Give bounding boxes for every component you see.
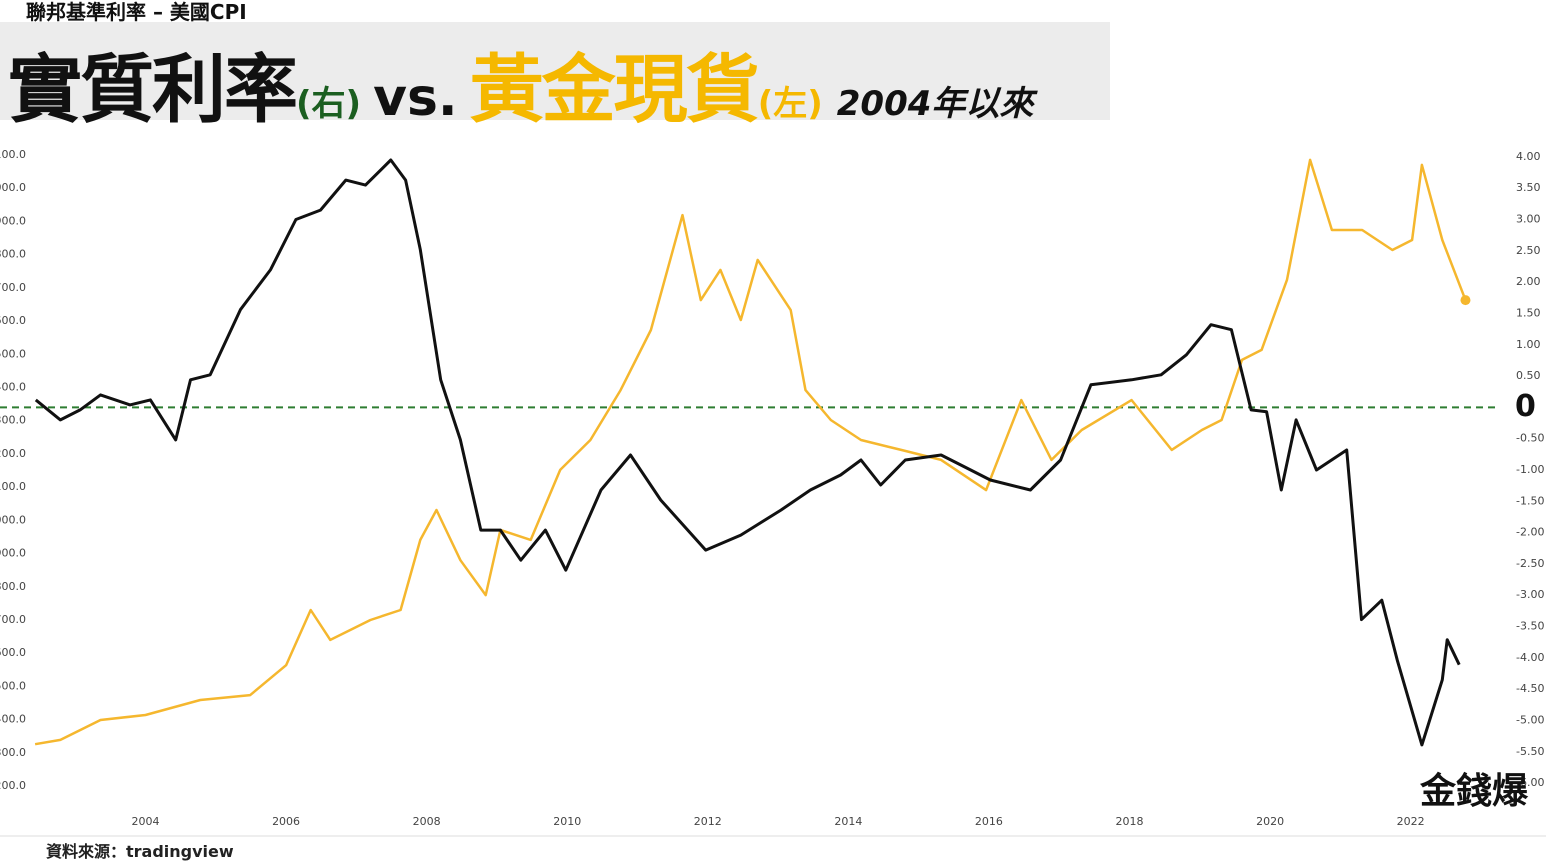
y2-tick-label: -0.50: [1516, 432, 1544, 445]
y2-tick-label: 3.00: [1516, 213, 1541, 226]
y2-tick-label: -1.50: [1516, 494, 1544, 507]
y2-tick-label: -5.50: [1516, 745, 1544, 758]
y2-tick-label: -5.00: [1516, 713, 1544, 726]
title-b: 黃金現貨: [469, 47, 760, 133]
y2-tick-label: -3.50: [1516, 620, 1544, 633]
y-tick-label: 900.0: [0, 547, 26, 560]
y-tick-label: 300.0: [0, 746, 26, 759]
y-tick-label: 1200.0: [0, 447, 26, 460]
logo: 金錢爆: [1420, 770, 1529, 812]
y-tick-label: 1900.0: [0, 214, 26, 227]
y-tick-label: 400.0: [0, 713, 26, 726]
y2-tick-label: 1.00: [1516, 338, 1541, 351]
title: 實質利率(右) vs. 黃金現貨(左) 2004年以來: [8, 30, 1033, 137]
y-tick-label: 2100.0: [0, 148, 26, 161]
y2-tick-label: 2.50: [1516, 244, 1541, 257]
title-a: 實質利率: [8, 47, 298, 133]
title-band: [0, 22, 1110, 120]
series-line: [34, 158, 1467, 746]
y-tick-label: 1400.0: [0, 380, 26, 393]
y-tick-label: 1500.0: [0, 347, 26, 360]
x-tick-label: 2018: [1116, 815, 1144, 828]
y-tick-label: 500.0: [0, 679, 26, 692]
y-tick-label: 800.0: [0, 580, 26, 593]
x-tick-label: 2010: [553, 815, 581, 828]
y-tick-label: 1700.0: [0, 281, 26, 294]
x-tick-label: 2004: [131, 815, 159, 828]
y2-tick-label: 1.50: [1516, 306, 1541, 319]
subtitle: 聯邦基準利率 – 美國CPI: [26, 0, 247, 24]
title-b-note: (左): [757, 84, 823, 124]
x-tick-label: 2006: [272, 815, 300, 828]
source: 資料來源：tradingview: [46, 842, 234, 861]
y2-tick-label: 0.50: [1516, 369, 1541, 382]
x-tick-label: 2016: [975, 815, 1003, 828]
x-tick-label: 2020: [1256, 815, 1284, 828]
y2-tick-label: -2.00: [1516, 526, 1544, 539]
y-tick-label: 1100.0: [0, 480, 26, 493]
end-dot: [1460, 295, 1471, 306]
y-tick-label: 600.0: [0, 646, 26, 659]
y2-tick-label: -1.00: [1516, 463, 1544, 476]
title-since: 2004年以來: [836, 84, 1034, 124]
y-tick-label: 1300.0: [0, 414, 26, 427]
y2-tick-label: 2.00: [1516, 275, 1541, 288]
series-line: [34, 158, 1461, 747]
y-tick-label: 200.0: [0, 779, 26, 792]
x-tick-label: 2012: [694, 815, 722, 828]
y-tick-label: 1600.0: [0, 314, 26, 327]
y2-tick-label: -2.50: [1516, 557, 1544, 570]
x-tick-label: 2008: [413, 815, 441, 828]
y-tick-label: 1000.0: [0, 513, 26, 526]
title-vs: vs.: [373, 68, 458, 128]
y2-tick-label: 0: [1515, 389, 1536, 424]
y2-tick-label: -3.00: [1516, 588, 1544, 601]
y2-tick-label: -4.00: [1516, 651, 1544, 664]
y-tick-label: 2000.0: [0, 181, 26, 194]
y-tick-label: 700.0: [0, 613, 26, 626]
title-a-note: (右): [296, 84, 362, 124]
y2-tick-label: -4.50: [1516, 682, 1544, 695]
y2-tick-label: 3.50: [1516, 181, 1541, 194]
y2-tick-label: 4.00: [1516, 150, 1541, 163]
y-tick-label: 1800.0: [0, 248, 26, 261]
x-tick-label: 2022: [1397, 815, 1425, 828]
x-tick-label: 2014: [834, 815, 862, 828]
y2-tick-label: -6.00: [1516, 776, 1544, 789]
